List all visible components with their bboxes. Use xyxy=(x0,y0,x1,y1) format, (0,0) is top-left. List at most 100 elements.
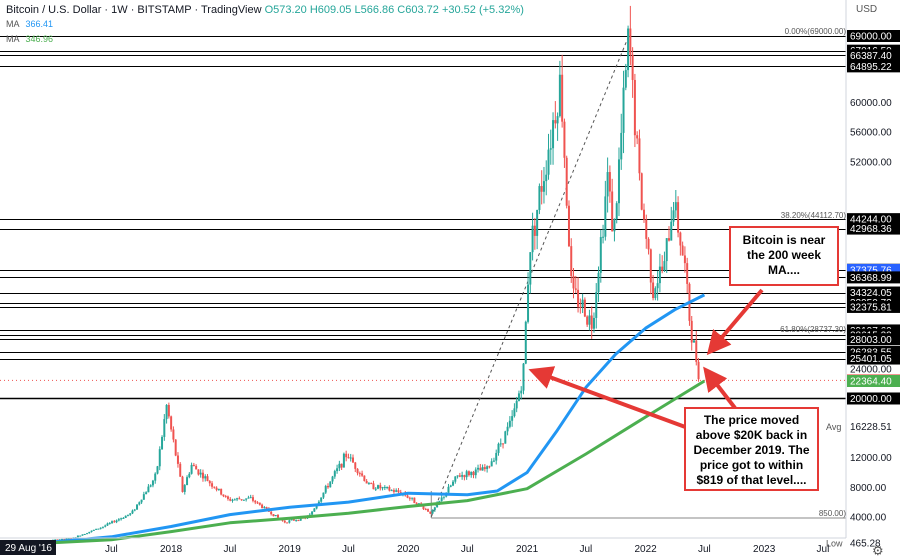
candle-body xyxy=(652,282,655,299)
candle-body xyxy=(458,475,461,477)
candle-body xyxy=(522,363,525,391)
candle-body xyxy=(372,483,375,490)
candle-body xyxy=(588,315,591,325)
candle-body xyxy=(206,476,209,482)
candle-body xyxy=(565,157,568,206)
axis-label-bg xyxy=(847,213,900,226)
candle-body xyxy=(563,121,566,158)
candle-body xyxy=(199,472,202,475)
axis-label: 28003.00 xyxy=(850,335,892,346)
candle-body xyxy=(138,502,141,505)
candle-body xyxy=(536,210,539,236)
candle-body xyxy=(258,502,261,505)
candle-body xyxy=(154,473,157,481)
candle-body xyxy=(151,480,154,486)
candle-body xyxy=(549,148,552,150)
candle-body xyxy=(508,420,511,427)
candle-body xyxy=(447,486,450,493)
candle-body xyxy=(242,499,245,501)
candle-body xyxy=(188,473,191,478)
candle-body xyxy=(349,457,352,459)
candle-body xyxy=(658,266,661,284)
candle-body xyxy=(481,467,484,471)
axis-tag-label: Avg xyxy=(826,422,841,432)
candle-body xyxy=(381,487,384,489)
gear-icon[interactable]: ⚙ xyxy=(872,543,884,558)
candle-body xyxy=(249,497,252,499)
candle-body xyxy=(686,263,689,284)
axis-label: 16228.51 xyxy=(850,422,892,433)
axis-label: 465.28 xyxy=(850,539,881,550)
currency-label[interactable]: USD xyxy=(856,4,878,15)
candle-body xyxy=(61,538,64,540)
candle-body xyxy=(120,518,123,520)
candle-body xyxy=(595,292,598,318)
axis-label-bg xyxy=(847,300,900,313)
candle-body xyxy=(633,79,636,136)
candle-body xyxy=(165,404,168,420)
x-axis-tick-label: Jul xyxy=(342,544,355,555)
x-axis-tick-label: 7 xyxy=(50,544,56,555)
candle-body xyxy=(452,481,455,486)
candle-body xyxy=(449,485,452,487)
axis-label: 44244.00 xyxy=(850,215,892,226)
candle-body xyxy=(292,519,295,521)
candle-body xyxy=(211,483,214,487)
candle-body xyxy=(479,467,482,471)
candle-body xyxy=(163,419,166,437)
candle-body xyxy=(186,477,189,486)
x-axis-tick-label: Jul xyxy=(698,544,711,555)
ma-value: 346.96 xyxy=(25,34,54,44)
candle-body xyxy=(617,159,620,204)
candle-body xyxy=(161,436,164,450)
callout-200-week-ma: Bitcoin is near the 200 week MA.... xyxy=(729,226,839,286)
axis-tag-label: Low xyxy=(826,539,843,549)
candle-body xyxy=(156,466,159,474)
candle-body xyxy=(656,283,659,289)
candle-body xyxy=(483,467,486,470)
candle-body xyxy=(552,120,555,149)
symbol-title[interactable]: Bitcoin / U.S. Dollar · 1W · BITSTAMP · … xyxy=(6,4,262,16)
ma-blue-line xyxy=(11,293,706,546)
candle-body xyxy=(133,509,136,511)
candle-body xyxy=(670,221,673,241)
y-axis[interactable]: High69000.0067016.5066387.4064895.226000… xyxy=(822,0,900,559)
candle-body xyxy=(101,526,104,528)
candle-body xyxy=(492,460,495,462)
candle-body xyxy=(106,523,109,526)
candle-body xyxy=(224,496,227,498)
x-axis[interactable]: 29 Aug '167 Jul 2018 Jul 2019 Jul 2020 Jul 2021 J… xyxy=(0,537,846,555)
candle-body xyxy=(693,340,696,343)
candle-body xyxy=(383,487,386,489)
candle-body xyxy=(338,463,341,469)
axis-label-bg xyxy=(847,49,900,62)
candle-body xyxy=(472,471,475,476)
candle-body xyxy=(272,514,275,517)
axis-label: 4000.00 xyxy=(850,512,887,523)
fib-level-label: 61.80%(28737.30) xyxy=(780,325,846,334)
candle-body xyxy=(363,475,366,481)
x-axis-tick-label: Jul xyxy=(105,544,118,555)
candle-body xyxy=(145,492,148,495)
candle-body xyxy=(411,497,414,499)
ma-legend-1[interactable]: MA 366.41 xyxy=(6,19,53,29)
candle-body xyxy=(172,429,175,440)
candle-body xyxy=(631,54,634,80)
chart-header: Bitcoin / U.S. Dollar · 1W · BITSTAMP · … xyxy=(6,4,524,16)
candle-body xyxy=(533,225,536,236)
axis-label: 12000.00 xyxy=(850,453,892,464)
callout-20k-level: The price moved above $20K back in Decem… xyxy=(684,407,819,491)
ma-legend-2[interactable]: MA 346.96 xyxy=(6,34,53,44)
candle-body xyxy=(561,74,564,122)
candle-body xyxy=(265,507,268,509)
candle-body xyxy=(611,191,614,232)
candle-body xyxy=(388,486,391,491)
candle-body xyxy=(329,481,332,488)
x-axis-cursor-bg xyxy=(0,540,56,555)
candle-body xyxy=(615,203,618,219)
candle-body xyxy=(174,439,177,456)
candle-body xyxy=(602,236,605,238)
candle-body xyxy=(424,509,427,511)
candle-body xyxy=(413,497,416,504)
